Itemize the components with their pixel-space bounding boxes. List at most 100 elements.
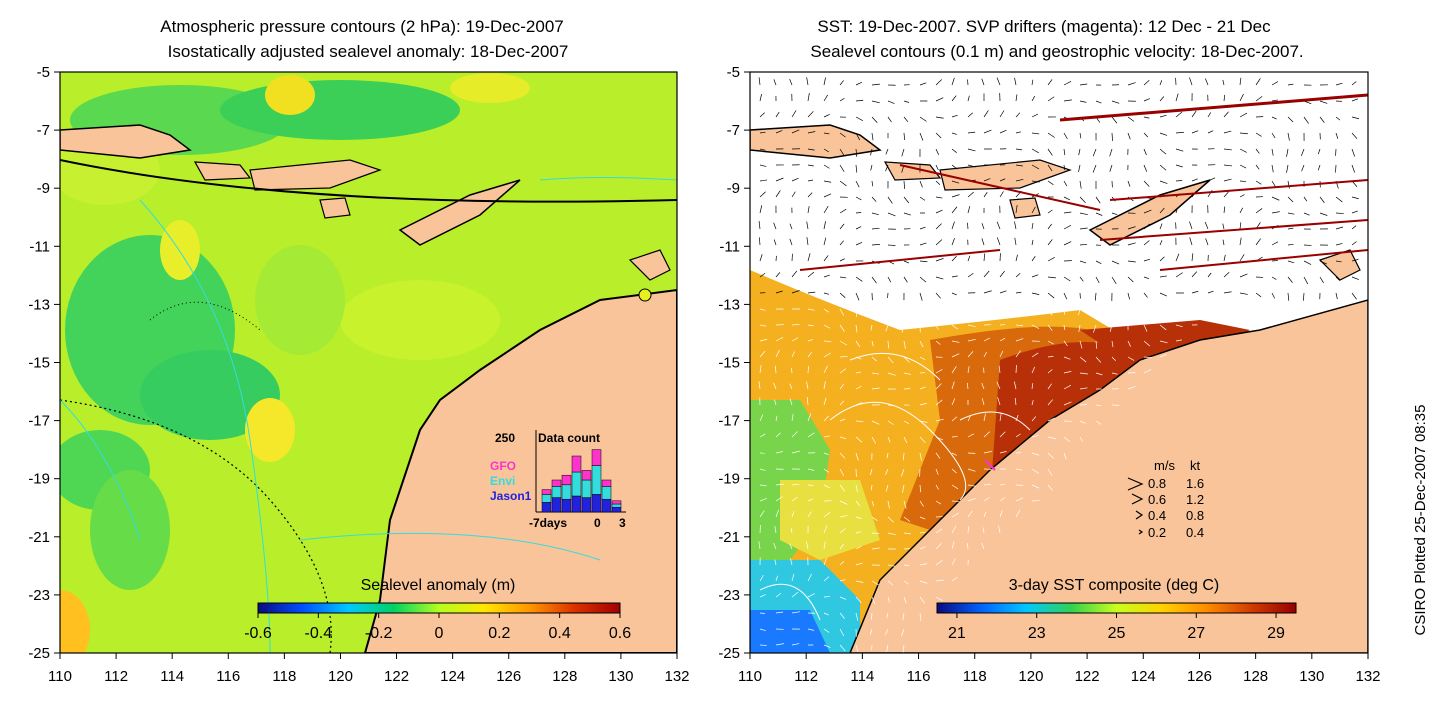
velocity-arrow <box>935 116 944 119</box>
velocity-arrow <box>935 209 943 214</box>
velocity-arrow <box>775 592 782 598</box>
velocity-arrow <box>967 415 971 422</box>
velocity-arrow <box>901 628 905 637</box>
velocity-arrow <box>1175 131 1184 134</box>
x-tick-label: 130 <box>608 668 633 685</box>
velocity-arrow <box>1335 132 1339 139</box>
inset-bar-gfo <box>581 470 592 481</box>
y-tick-label: -9 <box>727 180 740 197</box>
velocity-arrow <box>1031 164 1040 170</box>
velocity-arrow <box>823 148 829 153</box>
velocity-arrow <box>775 415 778 422</box>
velocity-arrow <box>1271 148 1274 156</box>
velocity-arrow <box>1095 100 1102 104</box>
velocity-arrow <box>791 496 798 502</box>
velocity-arrow <box>1015 338 1024 342</box>
velocity-arrow <box>839 644 846 652</box>
velocity-arrow <box>951 381 955 390</box>
velocity-arrow <box>1015 324 1024 327</box>
velocity-arrow <box>1351 276 1359 280</box>
velocity-arrow <box>901 308 905 317</box>
velocity-arrow <box>759 131 766 134</box>
velocity-arrow <box>919 402 927 406</box>
velocity-arrow <box>983 511 987 518</box>
velocity-arrow <box>1109 308 1113 317</box>
velocity-arrow <box>1015 497 1024 502</box>
velocity-arrow <box>871 340 874 347</box>
velocity-arrow <box>951 525 957 534</box>
sst-title-line1: SST: 19-Dec-2007. SVP drifters (magenta)… <box>817 17 1271 36</box>
australia-landmass <box>849 299 1368 653</box>
velocity-arrow <box>823 132 830 135</box>
velocity-arrow <box>1239 180 1247 182</box>
velocity-arrow <box>983 178 991 182</box>
velocity-arrow <box>1031 383 1034 390</box>
velocity-legend-header-kt: kt <box>1190 458 1201 473</box>
velocity-arrow <box>997 397 1001 406</box>
velocity-arrow <box>855 116 864 121</box>
velocity-arrow <box>1239 112 1248 118</box>
drifter-track <box>1159 249 1368 271</box>
velocity-arrow <box>1078 308 1081 316</box>
velocity-arrow <box>775 611 784 614</box>
velocity-arrow <box>919 356 926 360</box>
velocity-arrow <box>903 116 909 123</box>
x-tick-label: 122 <box>384 668 409 685</box>
velocity-arrow <box>855 132 860 141</box>
x-tick-label: 122 <box>1075 668 1100 685</box>
velocity-arrow <box>1079 436 1084 442</box>
velocity-arrow <box>855 531 862 534</box>
velocity-arrow <box>839 98 845 102</box>
velocity-arrow <box>1095 292 1097 301</box>
velocity-arrow <box>1223 271 1230 278</box>
y-tick-label: -19 <box>718 471 740 488</box>
velocity-arrow <box>967 468 976 472</box>
velocity-arrow <box>1175 308 1184 312</box>
velocity-arrow <box>871 276 877 284</box>
velocity-arrow <box>996 381 1001 390</box>
velocity-arrow <box>791 591 799 598</box>
velocity-arrow <box>1063 324 1066 331</box>
velocity-arrow <box>1079 196 1086 203</box>
velocity-arrow <box>1063 99 1072 102</box>
velocity-arrow <box>839 308 845 316</box>
velocity-arrow <box>1351 164 1356 173</box>
sst-colorbar-strip <box>936 602 1297 614</box>
velocity-arrow <box>887 564 896 567</box>
y-tick-label: -19 <box>28 471 50 488</box>
velocity-legend-header-ms: m/s <box>1154 458 1175 473</box>
velocity-arrow <box>1271 241 1279 246</box>
velocity-arrow <box>1189 77 1193 86</box>
velocity-arrow <box>935 452 941 459</box>
velocity-arrow <box>1239 292 1248 295</box>
velocity-arrow <box>999 290 1007 294</box>
velocity-arrow <box>1047 164 1053 172</box>
velocity-arrow <box>1317 148 1321 155</box>
velocity-arrow <box>871 196 877 202</box>
velocity-arrow <box>1143 223 1150 230</box>
velocity-arrow <box>839 383 845 390</box>
velocity-arrow <box>1063 452 1067 460</box>
velocity-arrow <box>1111 340 1114 348</box>
velocity-arrow <box>919 596 925 604</box>
velocity-arrow <box>1207 272 1212 278</box>
velocity-arrow <box>1143 258 1151 262</box>
velocity-arrow <box>1191 290 1199 294</box>
velocity-arrow <box>759 254 763 262</box>
x-tick-label: 114 <box>850 668 874 685</box>
velocity-arrow <box>1095 372 1103 376</box>
colorbar-tick-label: 0 <box>435 625 444 642</box>
velocity-arrow <box>773 542 777 550</box>
velocity-arrow <box>839 515 848 518</box>
velocity-arrow <box>871 227 880 230</box>
velocity-arrow <box>1335 164 1337 173</box>
velocity-arrow <box>806 381 809 390</box>
velocity-arrow <box>1014 221 1017 230</box>
velocity-arrow <box>823 484 831 489</box>
velocity-arrow <box>774 365 777 374</box>
velocity-arrow <box>951 77 955 86</box>
velocity-arrow <box>951 468 957 474</box>
velocity-arrow <box>791 573 795 582</box>
velocity-arrow <box>1287 292 1290 301</box>
velocity-arrow <box>1063 276 1071 282</box>
